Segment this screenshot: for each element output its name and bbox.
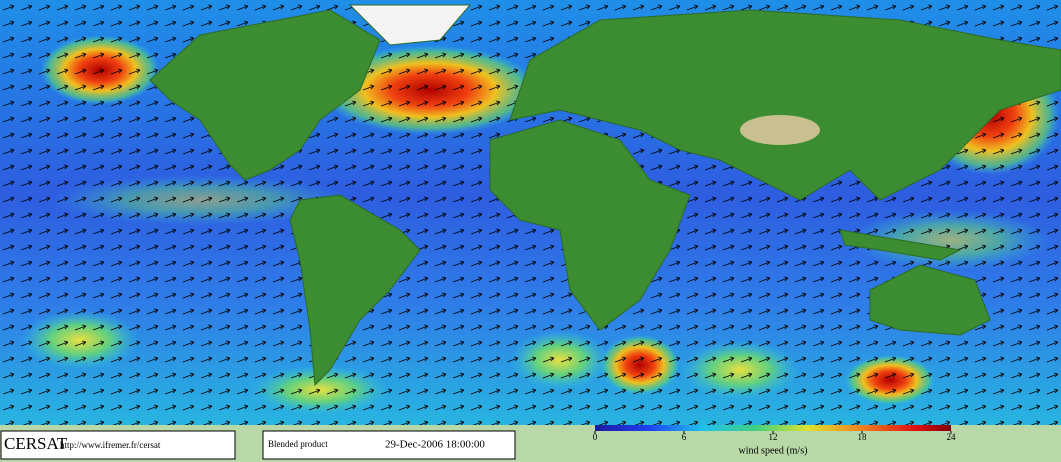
info-box (262, 430, 516, 460)
logo-box (0, 430, 236, 460)
colorbar (595, 425, 951, 431)
continents (149, 4, 1061, 387)
colorbar-tick-label: 6 (682, 432, 687, 442)
colorbar-label: wind speed (m/s) (739, 445, 808, 456)
colorbar-tick-label: 0 (593, 432, 598, 442)
url: http://www.ifremer.fr/cersat (60, 440, 161, 450)
logo: CERSAT (4, 434, 68, 453)
colorbar-tick-label: 12 (769, 432, 778, 442)
product: Blended product (268, 439, 328, 449)
colorbar-tick-label: 24 (947, 432, 957, 442)
colorbar-tick-label: 18 (858, 432, 868, 442)
date: 29-Dec-2006 18:00:00 (385, 439, 485, 451)
